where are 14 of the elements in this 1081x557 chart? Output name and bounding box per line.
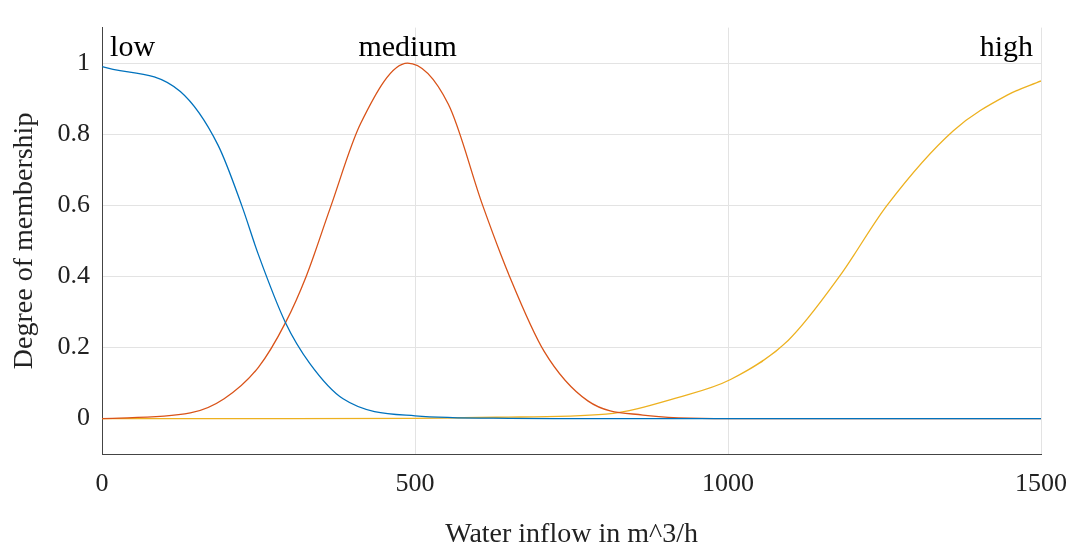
series-label: medium: [358, 29, 457, 63]
y-tick-label: 1: [77, 46, 91, 76]
y-tick-label: 0.2: [57, 331, 91, 361]
x-axis-title: Water inflow in m^3/h: [445, 516, 698, 548]
y-tick-label: 0: [77, 402, 91, 432]
y-tick-label: 0.4: [57, 260, 91, 290]
x-tick-label: 1500: [1015, 467, 1067, 497]
series-label: high: [979, 29, 1034, 63]
x-tick-label: 500: [395, 467, 435, 497]
y-tick-label: 0.6: [57, 189, 91, 219]
y-tick-label: 0.8: [57, 118, 91, 148]
y-axis-title: Degree of membership: [7, 112, 39, 370]
x-tick-label: 1000: [702, 467, 755, 497]
series-label: low: [110, 29, 156, 63]
